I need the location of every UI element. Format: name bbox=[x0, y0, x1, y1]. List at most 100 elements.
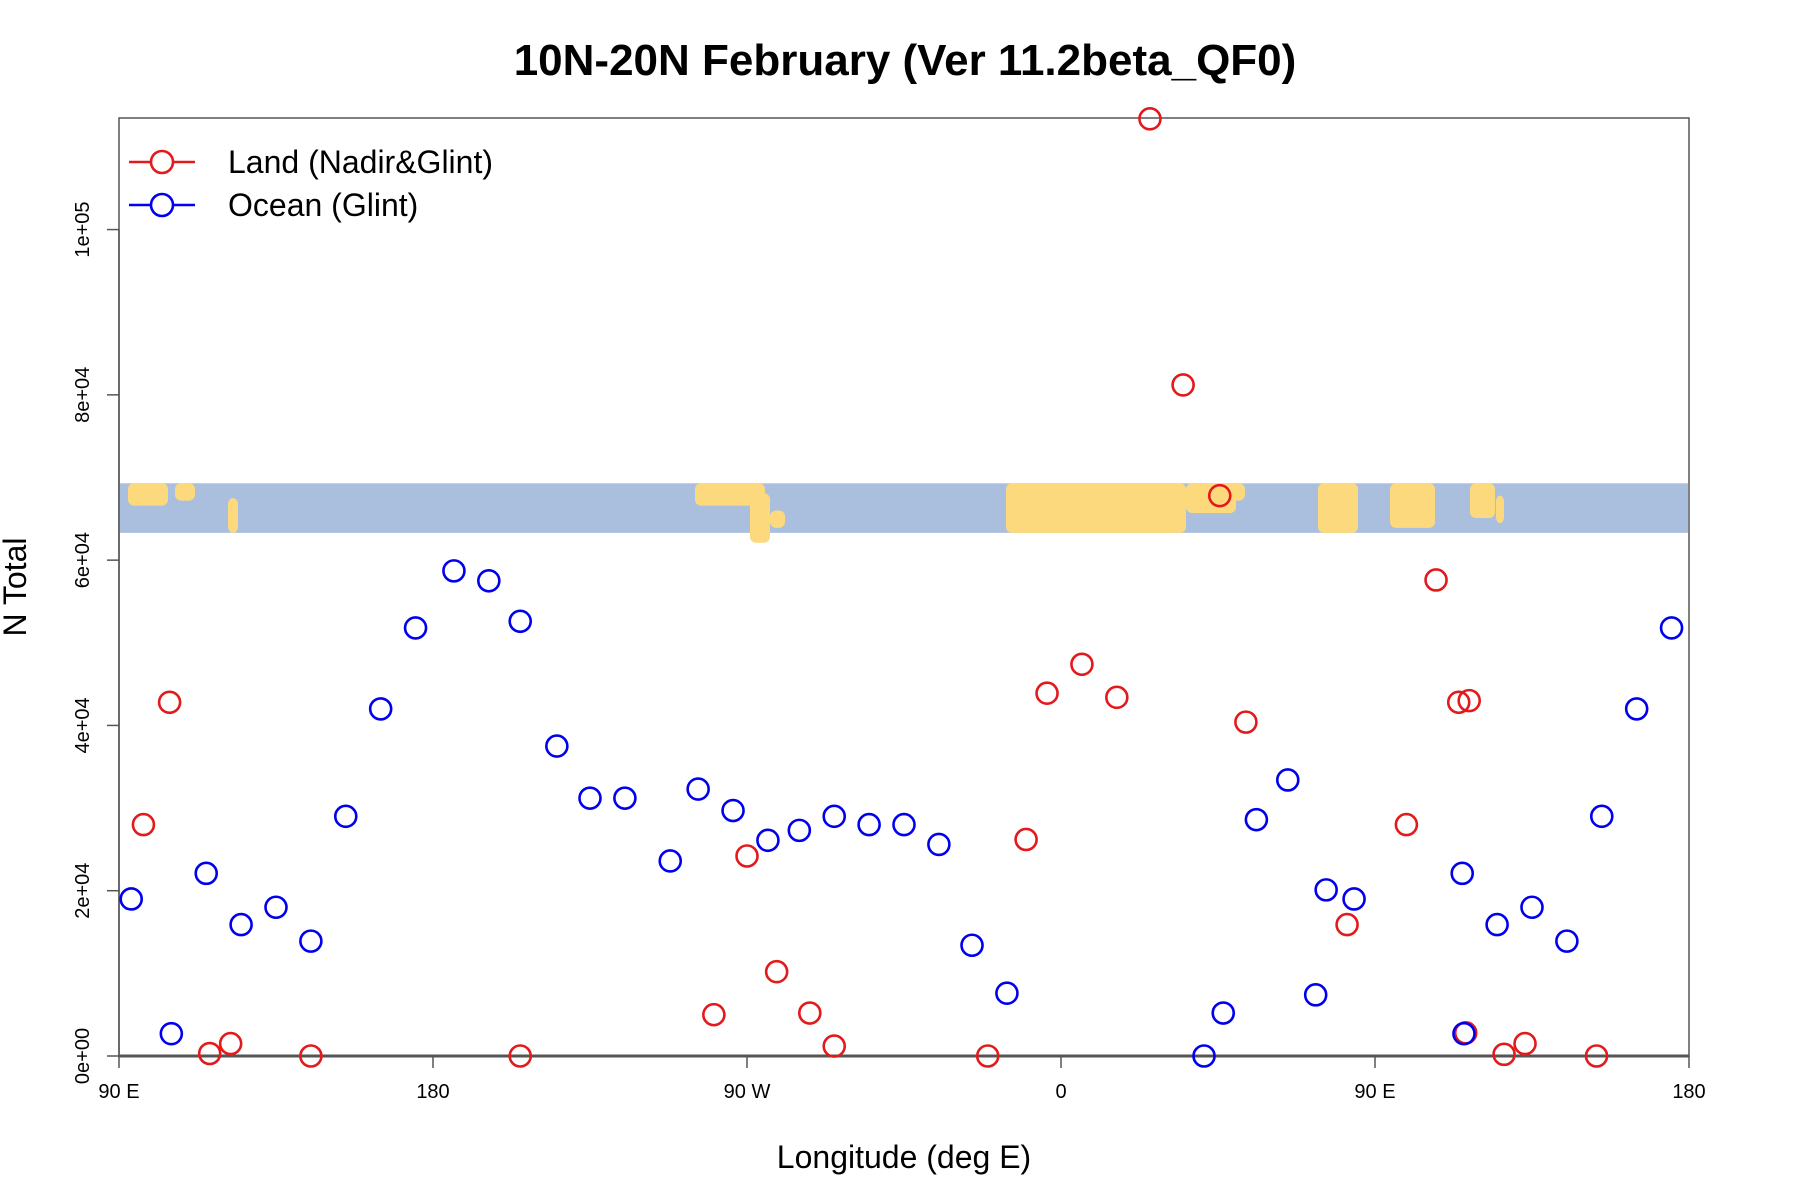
y-tick-label: 1e+05 bbox=[72, 201, 94, 257]
data-point bbox=[194, 861, 219, 886]
data-point bbox=[131, 812, 156, 837]
data-point bbox=[1211, 1001, 1236, 1025]
data-point bbox=[764, 959, 789, 984]
world-map-strip bbox=[120, 483, 1688, 543]
data-point bbox=[975, 1044, 1000, 1068]
data-point bbox=[403, 616, 428, 640]
data-point bbox=[157, 690, 182, 715]
data-point bbox=[229, 912, 253, 937]
data-point bbox=[613, 786, 637, 810]
data-point bbox=[299, 929, 323, 953]
data-point bbox=[1555, 929, 1579, 953]
data-point bbox=[1014, 827, 1038, 852]
x-tick-label: 90 E bbox=[1354, 1081, 1395, 1103]
data-point bbox=[686, 777, 710, 801]
map-land bbox=[1318, 483, 1358, 533]
data-point bbox=[1138, 107, 1162, 131]
legend-marker bbox=[149, 192, 175, 218]
data-point bbox=[368, 697, 393, 721]
data-point bbox=[1192, 1044, 1216, 1068]
series-land bbox=[131, 107, 1609, 1068]
y-tick-label: 2e+04 bbox=[72, 863, 94, 919]
data-point bbox=[1394, 812, 1419, 837]
data-point bbox=[658, 849, 683, 873]
y-axis-label: N Total bbox=[0, 537, 33, 636]
x-axis-label: Longitude (deg E) bbox=[777, 1139, 1031, 1175]
data-point bbox=[1314, 878, 1338, 902]
y-tick-label: 6e+04 bbox=[72, 532, 94, 588]
data-point bbox=[1035, 681, 1059, 705]
data-point bbox=[1424, 568, 1448, 592]
x-tick-label: 180 bbox=[416, 1081, 449, 1103]
data-point bbox=[735, 844, 759, 868]
x-axis: 90 E 180 90 W 0 90 E 180 bbox=[98, 1055, 1706, 1103]
data-point bbox=[218, 1031, 243, 1056]
data-point bbox=[892, 812, 916, 837]
map-land bbox=[695, 483, 765, 506]
data-point bbox=[1244, 807, 1269, 832]
map-land bbox=[1470, 483, 1495, 518]
plot-area bbox=[118, 117, 1690, 1057]
data-points bbox=[119, 107, 1684, 1068]
data-point bbox=[1450, 861, 1475, 886]
data-point bbox=[159, 1021, 184, 1046]
series-ocean bbox=[119, 559, 1684, 1068]
data-point bbox=[1520, 895, 1544, 920]
y-tick-label: 0e+00 bbox=[72, 1028, 94, 1084]
map-land bbox=[770, 510, 785, 528]
map-land bbox=[175, 483, 195, 501]
data-point bbox=[1584, 1044, 1609, 1068]
data-point bbox=[1234, 710, 1258, 734]
data-point bbox=[442, 559, 466, 583]
data-point bbox=[1624, 697, 1649, 721]
data-point bbox=[1275, 768, 1300, 792]
legend-label: Land (Nadir&Glint) bbox=[228, 144, 493, 180]
data-point bbox=[995, 981, 1019, 1005]
data-point bbox=[1659, 616, 1684, 640]
data-point bbox=[1303, 983, 1328, 1007]
x-tick-label: 90 W bbox=[724, 1081, 771, 1103]
y-axis: 0e+00 2e+04 4e+04 6e+04 8e+04 1e+05 bbox=[72, 201, 120, 1084]
legend-marker bbox=[149, 149, 175, 175]
data-point bbox=[299, 1044, 323, 1068]
map-land bbox=[1006, 483, 1186, 533]
y-tick-label: 4e+04 bbox=[72, 697, 94, 753]
data-point bbox=[264, 895, 288, 920]
data-point bbox=[1171, 373, 1195, 397]
data-point bbox=[1457, 688, 1481, 713]
data-point bbox=[508, 609, 533, 634]
data-point bbox=[119, 887, 144, 911]
y-tick-label: 8e+04 bbox=[72, 367, 94, 423]
data-point bbox=[1105, 685, 1129, 710]
map-ocean bbox=[120, 483, 1688, 533]
legend: Land (Nadir&Glint) Ocean (Glint) bbox=[129, 144, 493, 223]
data-point bbox=[477, 569, 501, 593]
data-point bbox=[822, 804, 847, 829]
data-point bbox=[857, 812, 881, 837]
data-point bbox=[822, 1034, 847, 1058]
data-point bbox=[1492, 1042, 1516, 1067]
data-point bbox=[545, 734, 569, 758]
data-point bbox=[1207, 483, 1232, 508]
data-point bbox=[960, 933, 984, 958]
data-point bbox=[1452, 1021, 1476, 1046]
data-point bbox=[333, 804, 358, 829]
data-point bbox=[578, 786, 602, 810]
data-point bbox=[787, 818, 812, 843]
legend-label: Ocean (Glint) bbox=[228, 187, 418, 223]
data-point bbox=[1589, 804, 1614, 829]
data-point bbox=[508, 1044, 533, 1068]
data-point bbox=[1513, 1031, 1537, 1056]
data-point bbox=[197, 1041, 222, 1066]
map-land bbox=[1496, 495, 1504, 523]
x-tick-label: 0 bbox=[1055, 1081, 1066, 1103]
data-point bbox=[756, 828, 780, 853]
x-tick-label: 180 bbox=[1672, 1081, 1705, 1103]
data-point bbox=[1485, 912, 1509, 937]
map-land bbox=[1390, 483, 1435, 528]
chart-title: 10N-20N February (Ver 11.2beta_QF0) bbox=[514, 36, 1297, 85]
x-tick-label: 90 E bbox=[98, 1081, 139, 1103]
map-land bbox=[228, 498, 238, 533]
data-point bbox=[702, 1002, 726, 1027]
